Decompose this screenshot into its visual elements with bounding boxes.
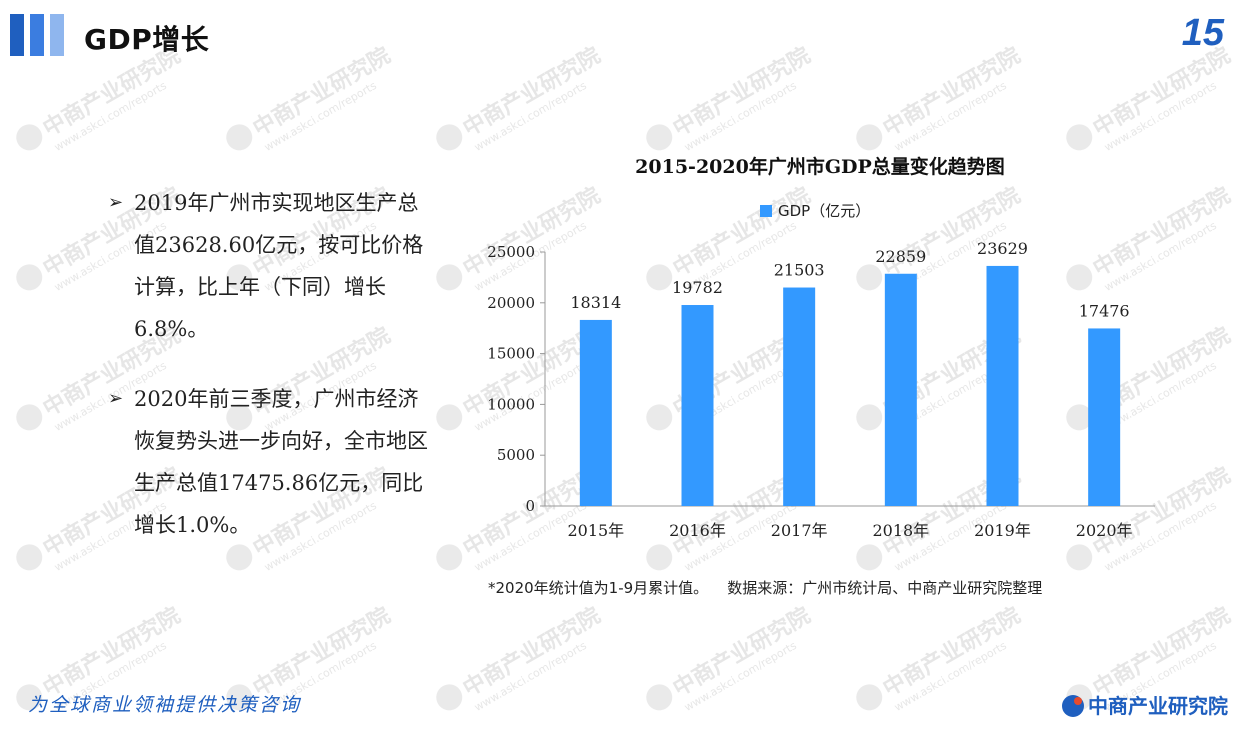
y-tick-label: 5000 bbox=[497, 446, 535, 464]
data-label: 17476 bbox=[1079, 301, 1130, 320]
bar bbox=[1088, 328, 1121, 506]
watermark: 中商产业研究院 www.askci.com/reports bbox=[850, 598, 1032, 729]
bar bbox=[783, 287, 816, 506]
brand-logo-icon bbox=[1062, 695, 1084, 717]
x-tick-label: 2019年 bbox=[974, 521, 1031, 540]
watermark: 中商产业研究院 www.askci.com/reports bbox=[640, 38, 822, 169]
x-tick-label: 2017年 bbox=[771, 521, 828, 540]
arrow-bullet-icon: ➢ bbox=[108, 192, 124, 213]
bar-chart: 0 5000 10000 15000 20000 25000 18314 2015年 19782… bbox=[487, 239, 1155, 540]
watermark: 中商产业研究院 www.askci.com/reports bbox=[640, 598, 822, 729]
x-tick-label: 2020年 bbox=[1076, 521, 1133, 540]
source-note: *2020年统计值为1-9月累计值。 数据来源：广州市统计局、中商产业研究院整理 bbox=[488, 579, 1043, 597]
y-tick-label: 20000 bbox=[487, 294, 535, 312]
watermark: 中商产业研究院 www.askci.com/reports bbox=[430, 38, 612, 169]
data-label: 19782 bbox=[672, 278, 723, 297]
x-tick-label: 2016年 bbox=[669, 521, 726, 540]
data-label: 21503 bbox=[774, 261, 825, 280]
watermark: 中商产业研究院 www.askci.com/reports bbox=[1060, 38, 1242, 169]
bullet-item: ➢ 2019年广州市实现地区生产总值23628.60亿元，按可比价格计算，比上年… bbox=[108, 182, 438, 350]
x-tick-label: 2015年 bbox=[567, 521, 624, 540]
chart-title: 2015-2020年广州市GDP总量变化趋势图 bbox=[635, 156, 1005, 178]
watermark: 中商产业研究院 www.askci.com/reports bbox=[430, 598, 612, 729]
watermark: 中商产业研究院 www.askci.com/reports bbox=[850, 38, 1032, 169]
bullet-list: ➢ 2019年广州市实现地区生产总值23628.60亿元，按可比价格计算，比上年… bbox=[108, 182, 438, 546]
brand-name: 中商产业研究院 bbox=[1088, 694, 1228, 718]
chart-legend: GDP（亿元） bbox=[760, 200, 870, 221]
bar bbox=[884, 273, 917, 506]
footer-brand: 中商产业研究院 bbox=[1062, 690, 1228, 719]
data-label: 22859 bbox=[875, 247, 926, 266]
bar bbox=[579, 319, 612, 506]
data-label: 23629 bbox=[977, 239, 1028, 258]
y-tick-label: 25000 bbox=[487, 243, 535, 261]
bar bbox=[681, 305, 714, 506]
header-decoration bbox=[10, 14, 66, 56]
x-tick-label: 2018年 bbox=[872, 521, 929, 540]
legend-swatch bbox=[760, 205, 772, 217]
bullet-item: ➢ 2020年前三季度，广州市经济恢复势头进一步向好，全市地区生产总值17475… bbox=[108, 378, 438, 546]
footer-tagline: 为全球商业领袖提供决策咨询 bbox=[28, 694, 302, 716]
page-number: 15 bbox=[1181, 12, 1224, 54]
arrow-bullet-icon: ➢ bbox=[108, 388, 124, 409]
data-label: 18314 bbox=[570, 293, 621, 312]
watermark: 中商产业研究院 www.askci.com/reports bbox=[220, 38, 402, 169]
y-tick-label: 15000 bbox=[487, 345, 535, 363]
bullet-text: 2020年前三季度，广州市经济恢复势头进一步向好，全市地区生产总值17475.8… bbox=[134, 387, 428, 537]
page-title: GDP增长 bbox=[84, 23, 210, 56]
legend-label: GDP（亿元） bbox=[778, 202, 871, 220]
bar bbox=[986, 265, 1019, 506]
bullet-text: 2019年广州市实现地区生产总值23628.60亿元，按可比价格计算，比上年（下… bbox=[134, 191, 424, 341]
y-tick-label: 0 bbox=[525, 497, 535, 515]
y-tick-label: 10000 bbox=[487, 395, 535, 413]
